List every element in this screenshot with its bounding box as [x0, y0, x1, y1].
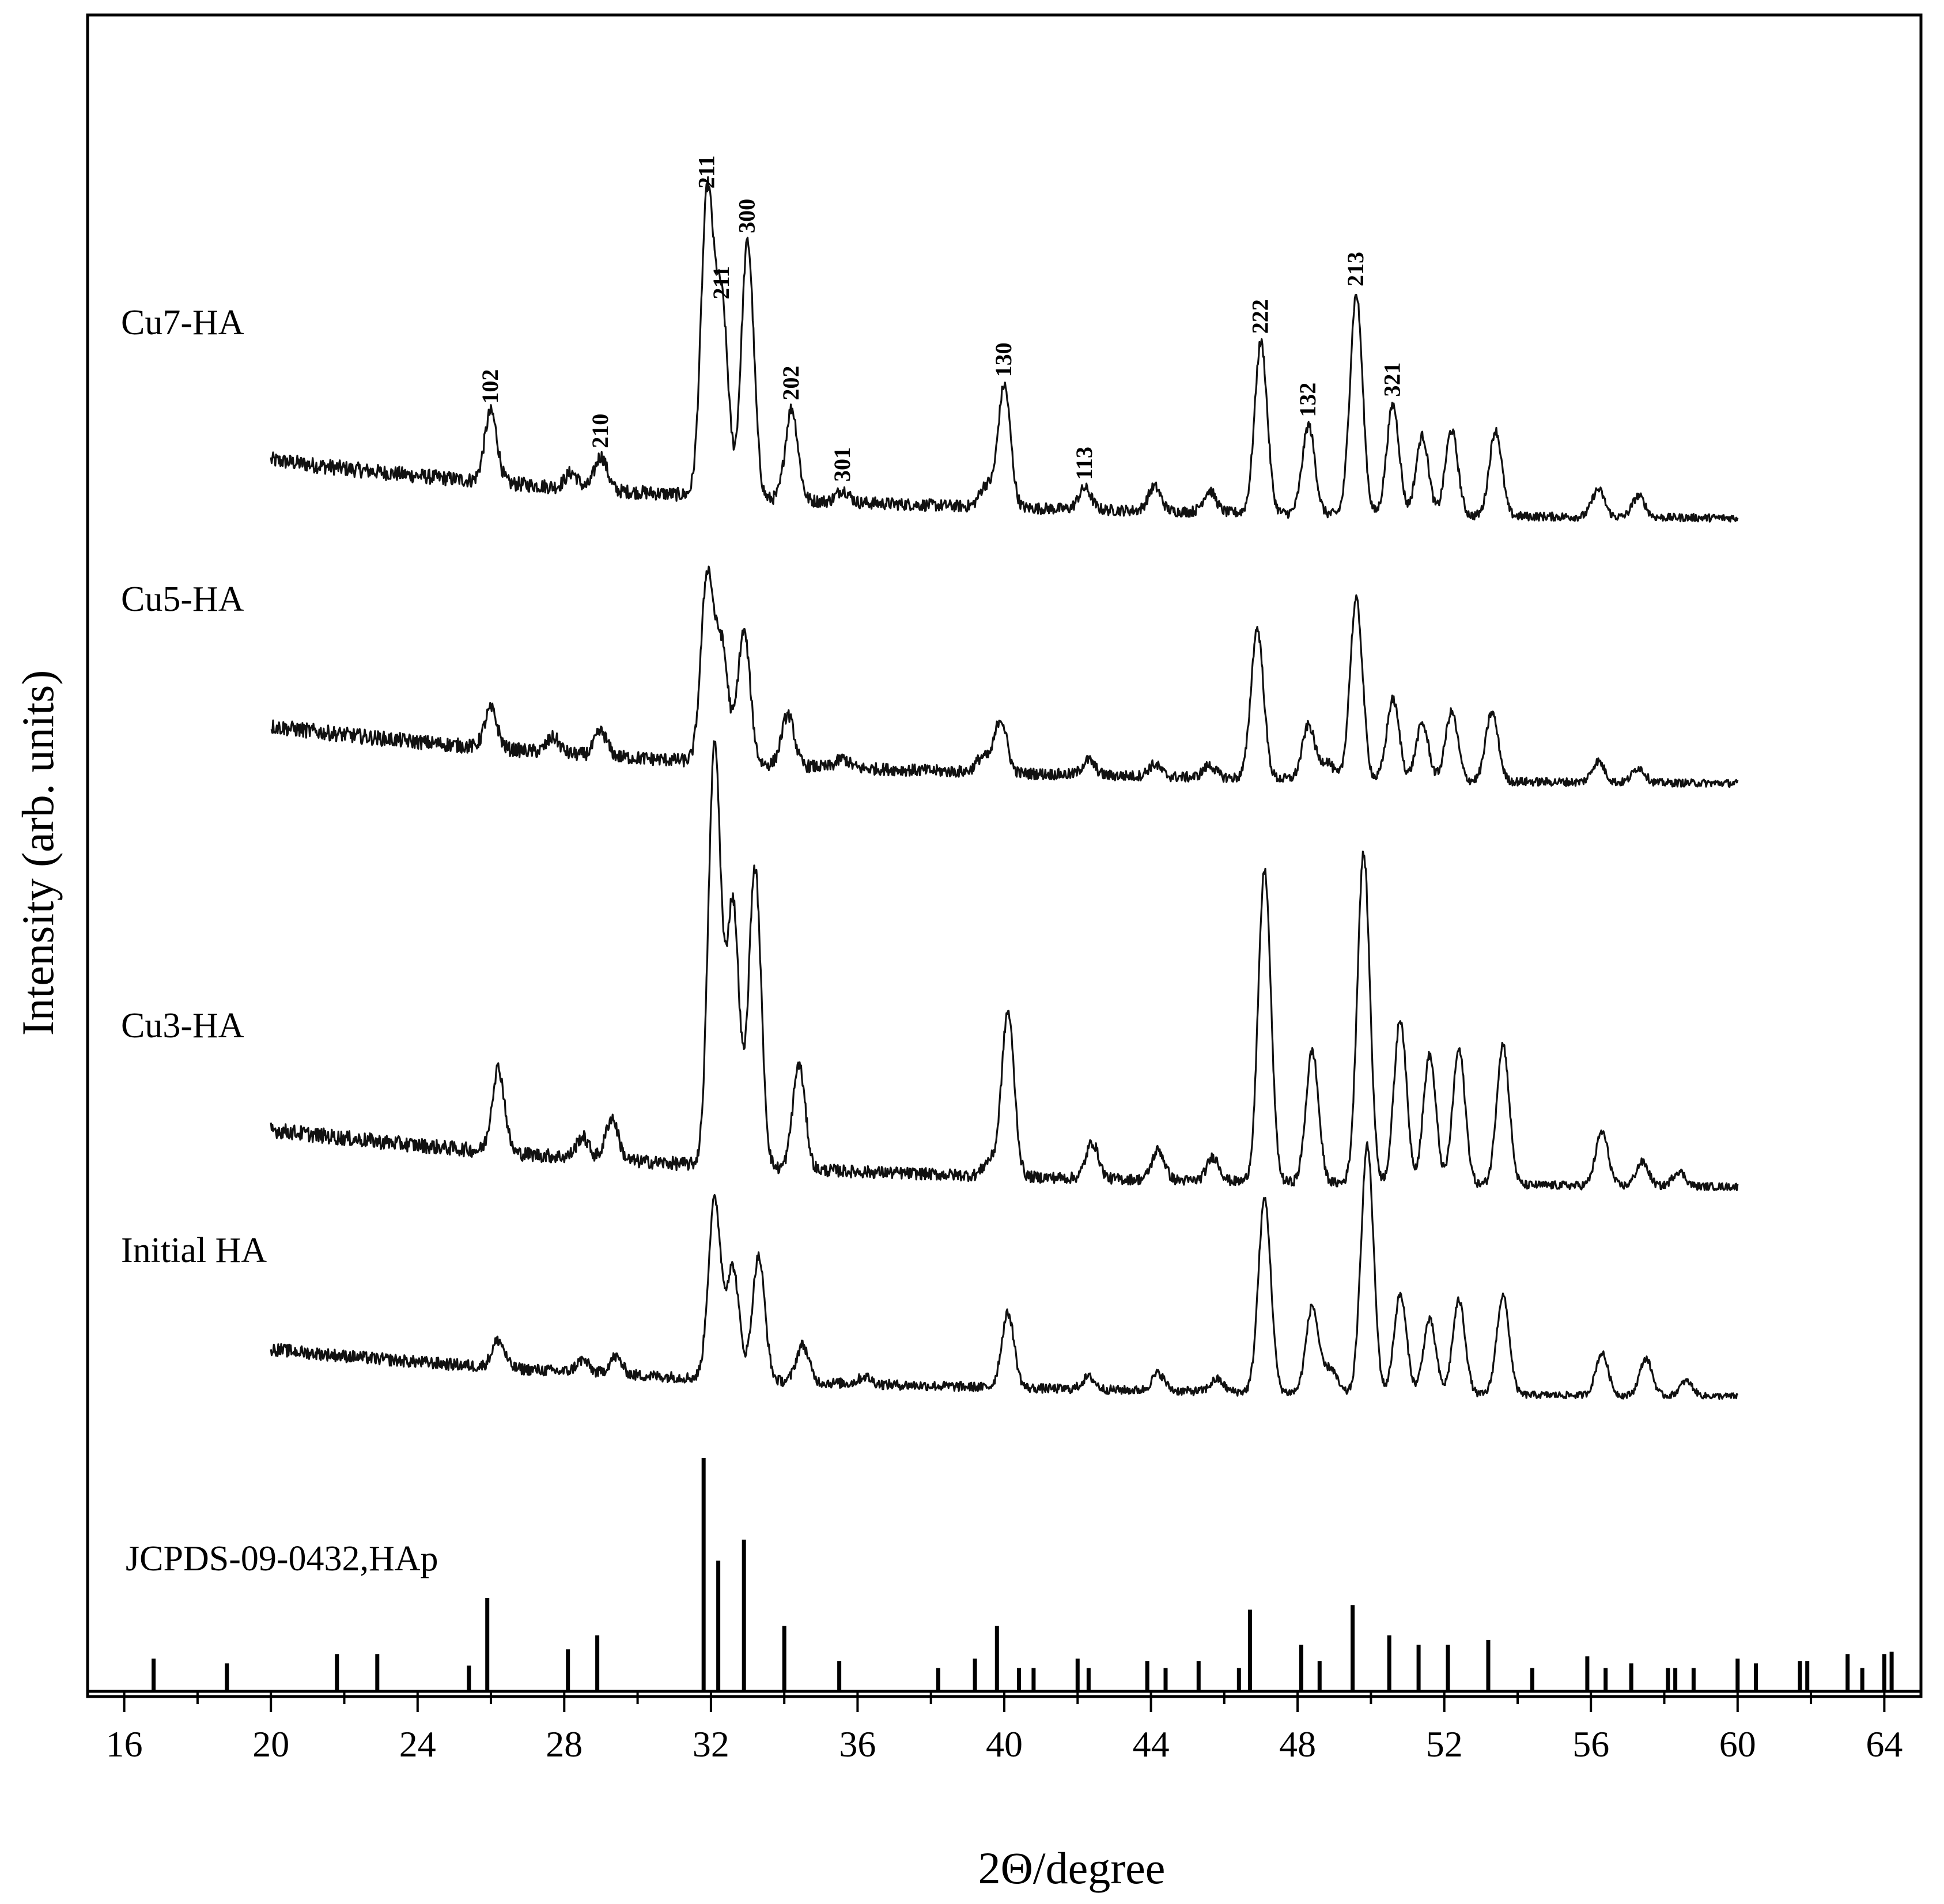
y-axis-title: Intensity (arb. units)	[13, 670, 63, 1036]
trace-3	[270, 740, 1739, 1191]
hkl-labels: 102 210 211 211 300 202 301 130 113 222 132 213 321	[477, 156, 1405, 482]
series-label-2: Cu5-HA	[121, 580, 244, 619]
hkl-label: 130	[990, 342, 1016, 377]
x-tick-label: 64	[1866, 1724, 1903, 1765]
trace-2	[270, 565, 1739, 788]
x-tick-label: 20	[252, 1724, 289, 1765]
hkl-label: 321	[1379, 362, 1405, 397]
hkl-label: 300	[734, 199, 760, 233]
series-label-4: Initial HA	[121, 1231, 267, 1270]
series-labels: Cu7-HA Cu5-HA Cu3-HA Initial HA	[121, 303, 267, 1270]
hkl-label: 301	[829, 447, 855, 482]
x-axis-ticks: 16 20 24 28 32 36 40 44 48 52 56 60 64	[106, 1691, 1903, 1765]
hkl-label: 113	[1071, 447, 1097, 480]
hkl-label: 211	[708, 266, 734, 300]
hkl-label: 202	[778, 366, 804, 401]
hkl-label: 210	[587, 414, 613, 448]
x-tick-label: 52	[1426, 1724, 1463, 1765]
x-tick-label: 32	[693, 1724, 729, 1765]
hkl-label: 102	[477, 369, 503, 404]
reference-pattern: JCPDS-09-0432,HAp	[126, 1458, 1894, 1691]
x-tick-label: 24	[399, 1724, 436, 1765]
series-label-1: Cu7-HA	[121, 303, 244, 342]
x-tick-label: 56	[1572, 1724, 1609, 1765]
hkl-label: 213	[1342, 252, 1368, 286]
series-label-3: Cu3-HA	[121, 1006, 244, 1045]
trace-4	[270, 1141, 1739, 1400]
hkl-label: 211	[694, 156, 720, 189]
xrd-traces	[270, 176, 1739, 1400]
x-tick-label: 44	[1133, 1724, 1170, 1765]
x-tick-label: 60	[1719, 1724, 1756, 1765]
x-tick-label: 36	[839, 1724, 876, 1765]
plot-frame	[86, 13, 1923, 1698]
hkl-label: 222	[1247, 299, 1273, 334]
hkl-label: 132	[1295, 383, 1321, 417]
trace-1	[270, 176, 1739, 523]
x-tick-label: 40	[986, 1724, 1023, 1765]
x-tick-label: 16	[106, 1724, 143, 1765]
x-tick-label: 48	[1279, 1724, 1316, 1765]
x-axis-title: 2Θ/degree	[978, 1843, 1166, 1893]
x-tick-label: 28	[546, 1724, 583, 1765]
reference-label: JCPDS-09-0432,HAp	[126, 1539, 438, 1578]
